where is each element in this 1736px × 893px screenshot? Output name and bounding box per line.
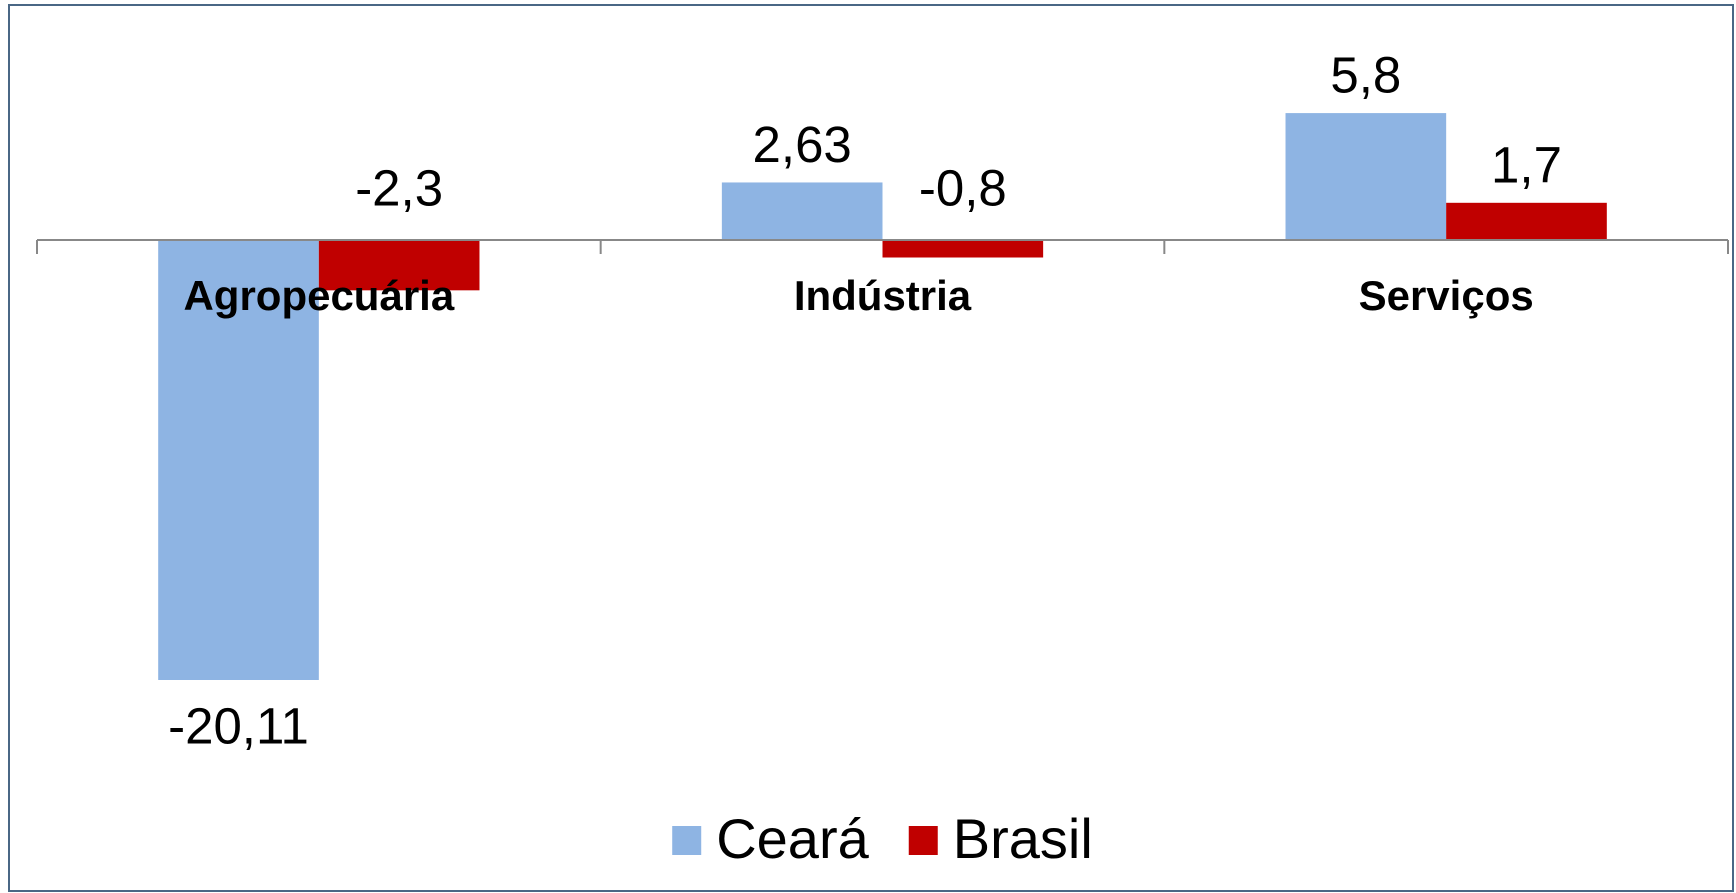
legend-label: Ceará bbox=[716, 807, 869, 870]
data-label: -20,11 bbox=[168, 697, 309, 754]
legend-swatch bbox=[672, 826, 702, 855]
bar bbox=[882, 240, 1044, 258]
bar bbox=[721, 182, 883, 240]
x-tick-label: Serviços bbox=[1359, 272, 1534, 319]
data-label: -0,8 bbox=[919, 159, 1007, 216]
bar bbox=[158, 240, 319, 680]
bar bbox=[1446, 202, 1607, 240]
legend-label: Brasil bbox=[953, 807, 1093, 870]
bar bbox=[1285, 113, 1447, 240]
data-label: 5,8 bbox=[1330, 47, 1401, 104]
data-label: 1,7 bbox=[1491, 136, 1562, 193]
x-tick-label: Agropecuária bbox=[183, 272, 454, 319]
x-tick-label: Indústria bbox=[794, 272, 972, 319]
legend-swatch bbox=[908, 826, 938, 855]
bar bbox=[318, 240, 480, 291]
data-label: 2,63 bbox=[753, 116, 852, 173]
data-label: -2,3 bbox=[355, 159, 443, 216]
